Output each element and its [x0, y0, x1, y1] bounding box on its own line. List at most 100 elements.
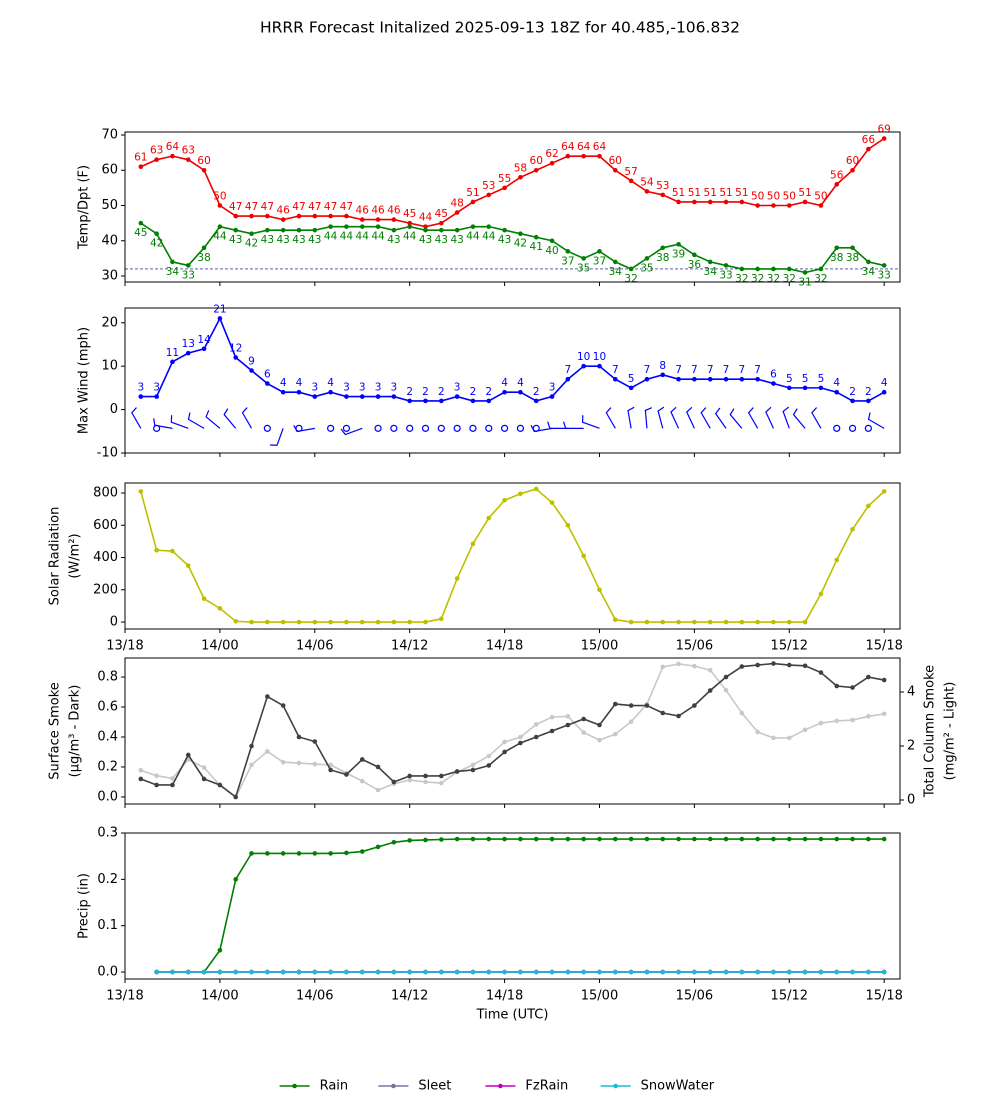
data-label: 42 — [245, 238, 258, 250]
legend-marker — [498, 1083, 503, 1089]
data-point — [818, 203, 824, 208]
data-point — [581, 363, 586, 369]
data-label: 45 — [403, 208, 416, 220]
data-point — [786, 619, 792, 625]
data-point — [628, 385, 634, 391]
data-label: 10 — [593, 351, 606, 363]
data-point — [597, 737, 602, 743]
data-label: 43 — [308, 234, 321, 246]
data-label: 2 — [470, 386, 477, 398]
data-point — [138, 768, 144, 773]
data-point — [280, 759, 286, 765]
calm-circle — [516, 424, 525, 432]
data-point — [518, 740, 523, 746]
data-point — [312, 619, 318, 625]
data-point — [470, 541, 476, 547]
data-point — [423, 773, 428, 779]
data-point — [280, 217, 286, 222]
data-point — [439, 220, 444, 226]
data-label: 60 — [197, 155, 210, 167]
y-tick-label: 0.2 — [97, 759, 118, 774]
data-point — [802, 663, 808, 669]
data-label: 64 — [593, 141, 607, 153]
data-label: 9 — [248, 356, 255, 368]
data-point — [296, 851, 302, 856]
data-point — [359, 778, 365, 784]
data-point — [518, 491, 523, 497]
data-point — [249, 213, 254, 219]
data-point — [802, 270, 808, 275]
data-point — [486, 836, 492, 842]
data-label: 64 — [166, 141, 180, 153]
data-point — [328, 969, 333, 975]
data-point — [755, 266, 760, 272]
wind-barb — [714, 407, 727, 429]
data-point — [628, 178, 634, 184]
calm-circle — [263, 424, 271, 432]
data-label: 50 — [814, 191, 827, 203]
data-point — [881, 136, 887, 141]
data-point — [312, 761, 318, 767]
data-point — [802, 385, 808, 391]
data-point — [613, 969, 618, 975]
calm-circle — [469, 424, 477, 432]
data-point — [881, 489, 887, 494]
data-point — [454, 769, 460, 774]
data-point — [359, 217, 365, 222]
data-point — [660, 192, 666, 198]
data-point — [723, 263, 729, 268]
data-point — [533, 398, 539, 404]
data-point — [233, 213, 239, 219]
data-point — [280, 851, 286, 856]
data-label: 64 — [577, 141, 591, 153]
data-point — [312, 739, 318, 744]
data-point — [217, 782, 223, 788]
data-point — [423, 837, 428, 843]
data-point — [407, 224, 412, 229]
data-point — [707, 969, 713, 975]
data-point — [660, 619, 666, 625]
data-label: 43 — [450, 234, 463, 246]
wind-barb — [670, 406, 680, 429]
data-label: 5 — [786, 373, 793, 385]
data-point — [644, 189, 650, 194]
data-point — [866, 146, 871, 152]
data-point — [533, 234, 539, 240]
data-label: 47 — [261, 201, 274, 213]
data-point — [328, 213, 333, 219]
data-label: 2 — [406, 386, 413, 398]
calm-circle — [327, 424, 335, 432]
data-point — [628, 969, 634, 975]
data-label: 47 — [340, 201, 353, 213]
data-point — [265, 381, 270, 386]
calm-circle — [374, 424, 382, 432]
data-point — [802, 727, 808, 733]
axes-frame — [124, 307, 901, 454]
data-label: 46 — [356, 205, 370, 217]
data-point — [834, 182, 840, 187]
data-point — [185, 157, 191, 162]
data-point — [818, 969, 824, 975]
data-point — [185, 263, 191, 268]
data-point — [201, 776, 207, 782]
y-tick-label: 800 — [93, 486, 118, 501]
data-point — [881, 836, 887, 842]
data-point — [597, 363, 602, 369]
data-label: 11 — [166, 347, 179, 359]
data-point — [755, 662, 760, 668]
data-label: 51 — [688, 187, 701, 199]
data-point — [866, 836, 871, 842]
data-point — [660, 969, 666, 975]
data-point — [249, 368, 254, 373]
data-point — [470, 767, 476, 773]
data-point — [786, 266, 792, 272]
axis-label: (mg/m² - Light) — [943, 682, 958, 781]
data-point — [628, 703, 634, 708]
data-point — [565, 722, 571, 728]
data-label: 35 — [577, 262, 590, 274]
data-label: 44 — [466, 231, 480, 243]
data-point — [771, 836, 776, 842]
axis-label: Precip (in) — [77, 873, 92, 939]
data-point — [344, 969, 349, 975]
data-point — [739, 619, 745, 625]
